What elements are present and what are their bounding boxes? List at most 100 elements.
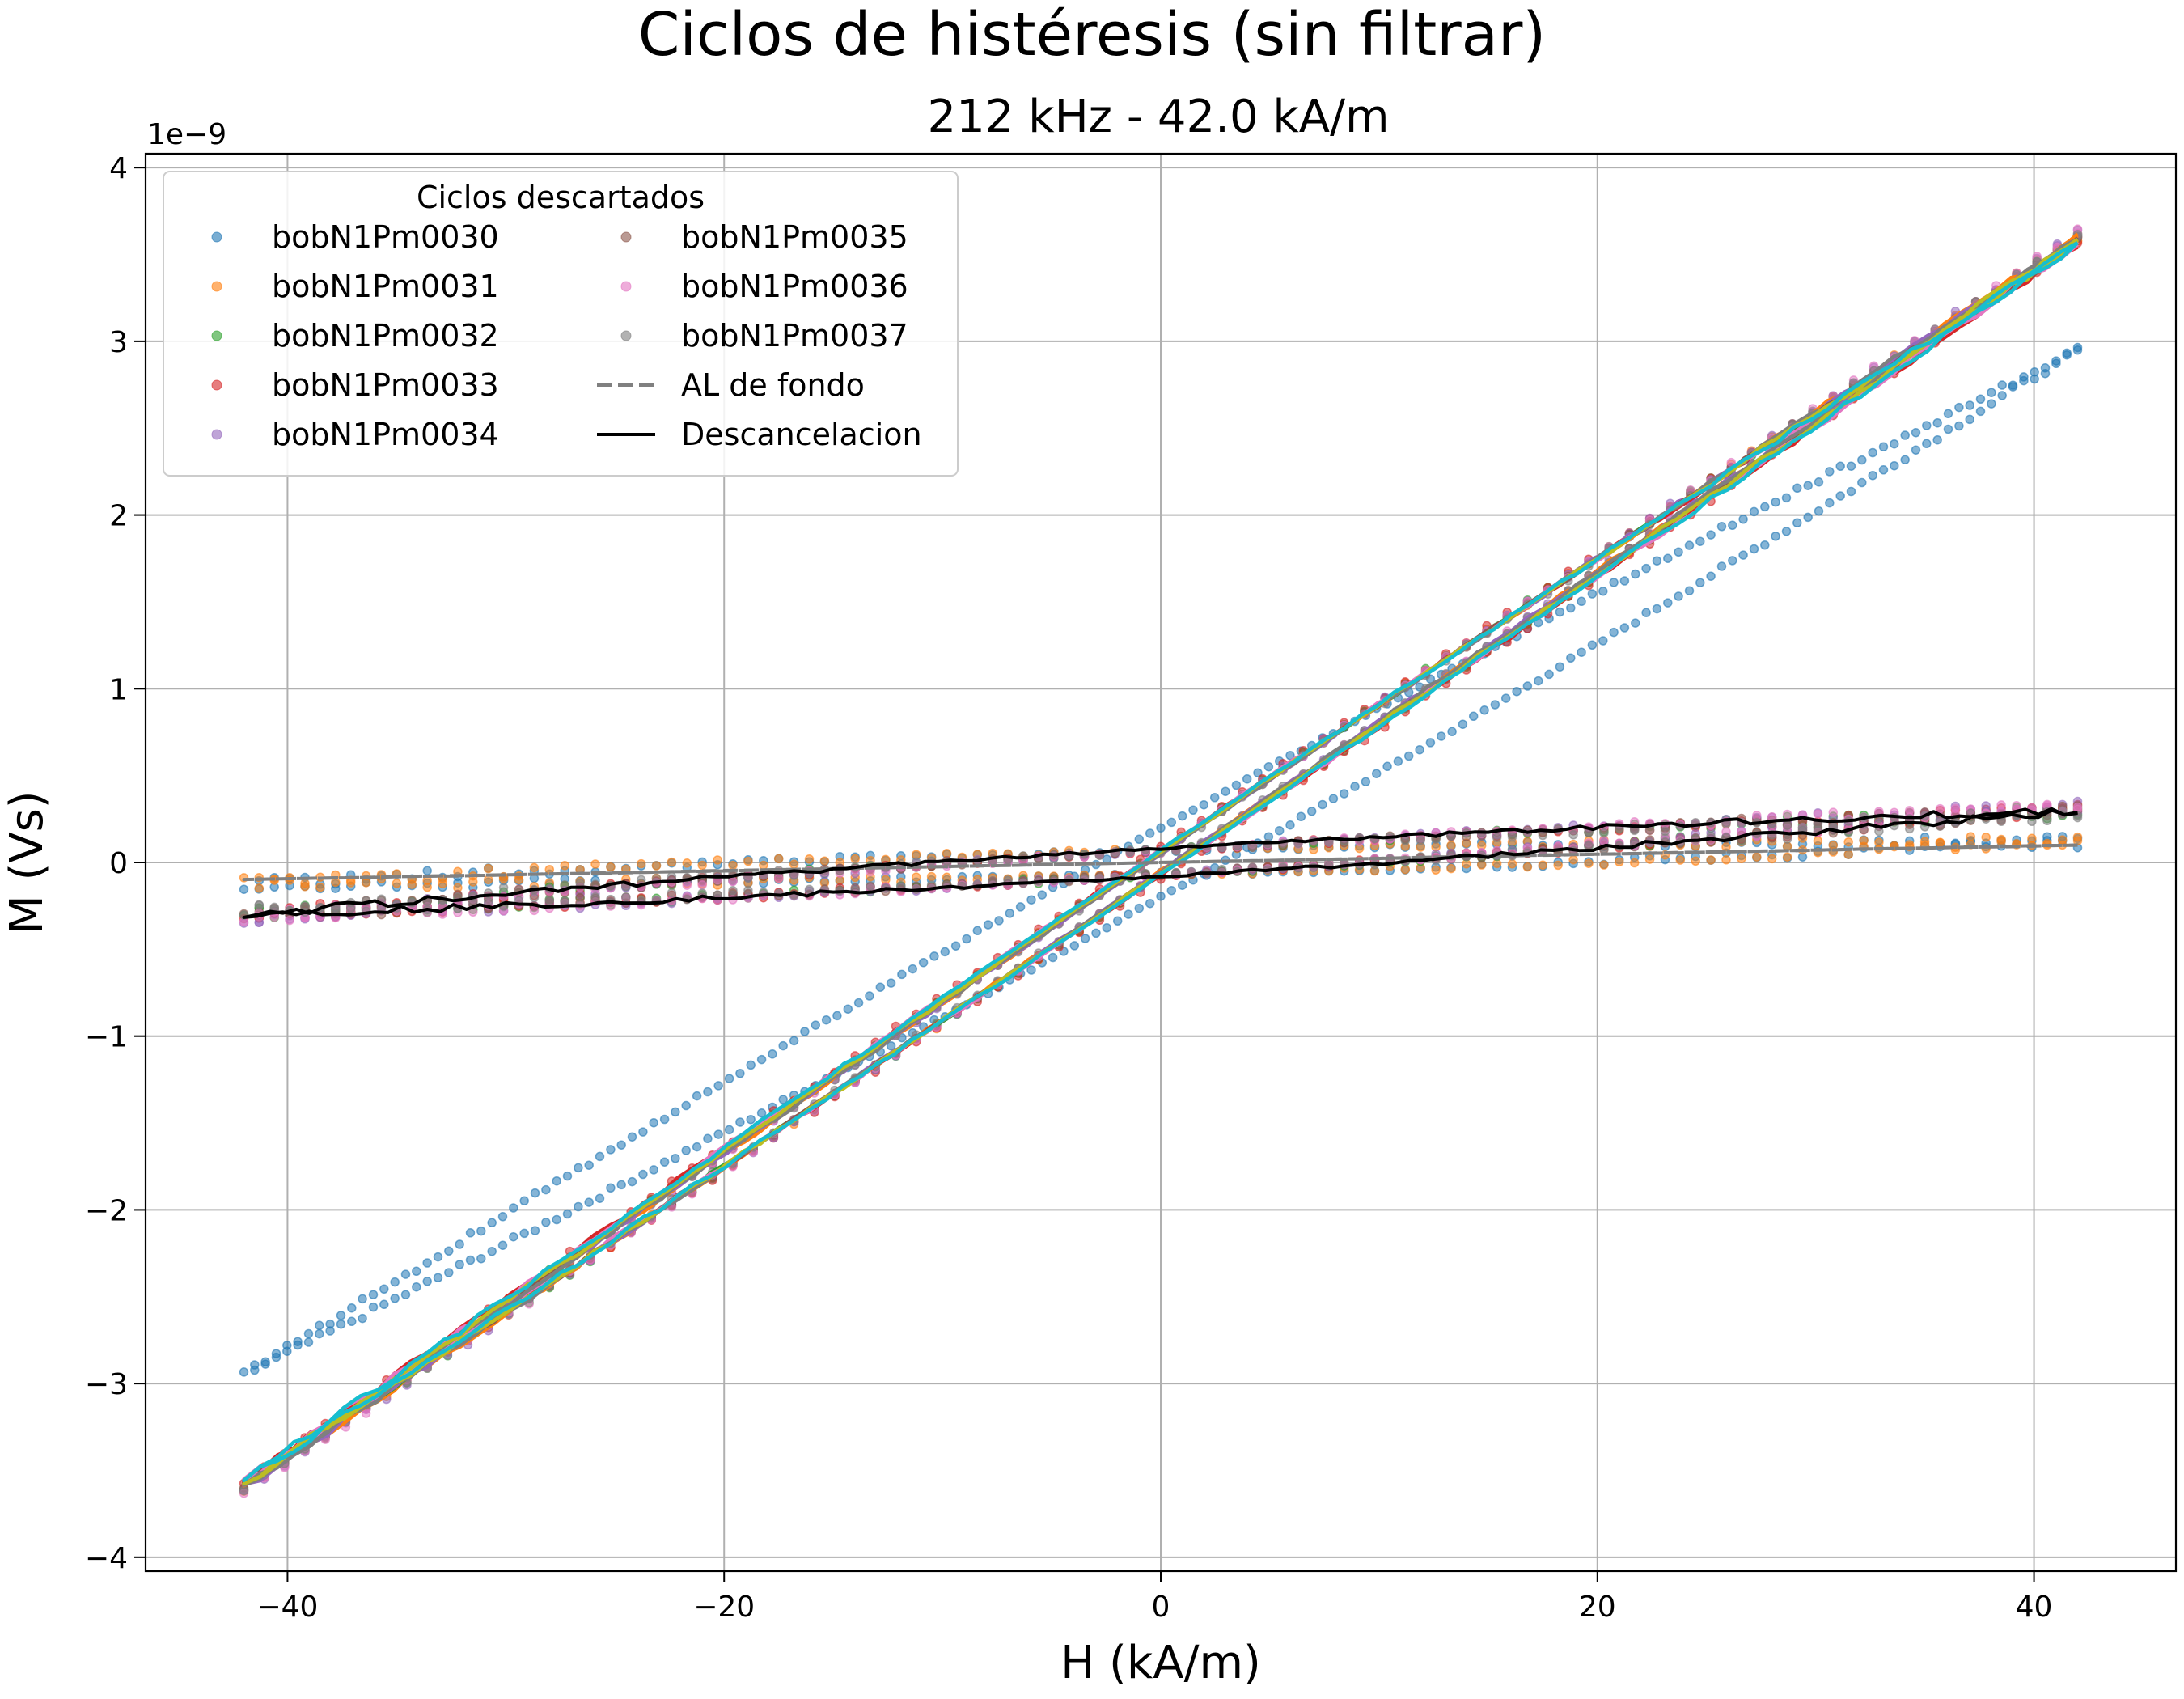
data-point (562, 1171, 573, 1181)
data-point (390, 1294, 400, 1303)
data-point (681, 1100, 691, 1111)
data-point (1425, 738, 1436, 748)
legend-label: bobN1Pm0032 (272, 318, 499, 354)
data-point (590, 892, 600, 902)
data-point (1803, 481, 1813, 490)
data-point (498, 883, 509, 892)
data-point (1843, 837, 1853, 847)
data-point (1145, 828, 1155, 838)
data-point (584, 1197, 594, 1207)
data-point (1716, 561, 1727, 571)
data-point (1037, 890, 1048, 900)
data-point (728, 876, 738, 887)
legend-marker (620, 231, 632, 243)
data-point (1447, 727, 1457, 737)
plot-area (239, 224, 2083, 1498)
data-point (692, 1142, 702, 1152)
data-point (1771, 532, 1780, 541)
data-point (682, 858, 692, 868)
legend-label: AL de fondo (681, 367, 865, 403)
legend-marker (211, 330, 222, 341)
data-point (778, 1040, 788, 1051)
data-point (1890, 460, 1899, 471)
data-point (303, 1337, 314, 1347)
data-point (530, 1188, 540, 1198)
data-point (422, 882, 432, 892)
data-point (1599, 860, 1609, 870)
data-point (768, 1049, 777, 1059)
data-point (368, 1290, 379, 1299)
data-point (529, 892, 540, 903)
legend: Ciclos descartados bobN1Pm0030 bobN1Pm003… (163, 171, 959, 477)
data-point (487, 1246, 497, 1256)
data-point (1814, 506, 1824, 516)
x-axis-label: H (kA/m) (1060, 1637, 1261, 1689)
y-tick-label: 2 (109, 500, 128, 533)
x-tick-label: −40 (256, 1591, 318, 1624)
data-point (552, 1176, 561, 1186)
data-point (1695, 536, 1705, 546)
data-point (1922, 421, 1932, 430)
data-point (1996, 834, 2006, 845)
data-point (1188, 805, 1198, 816)
data-point (1631, 569, 1640, 579)
data-point (1684, 586, 1695, 595)
y-offset-label: 1e−9 (147, 118, 226, 151)
data-point (1538, 830, 1548, 841)
data-point (1943, 409, 1953, 419)
data-point (390, 1277, 400, 1287)
data-point (1490, 700, 1500, 710)
data-point (1706, 855, 1716, 865)
data-point (1868, 470, 1877, 481)
data-point (728, 860, 738, 871)
data-point (773, 873, 784, 883)
data-point (1975, 406, 1986, 417)
data-point (1691, 856, 1700, 866)
data-point (1728, 520, 1737, 531)
data-point (584, 1160, 594, 1170)
data-point (1825, 498, 1835, 508)
data-point (713, 1129, 723, 1139)
data-point (1328, 794, 1339, 803)
data-point (433, 1252, 443, 1262)
data-point (800, 1027, 810, 1036)
data-point (509, 1231, 518, 1242)
data-point (1813, 809, 1823, 819)
data-point (1296, 811, 1306, 822)
data-point (1166, 817, 1177, 828)
data-point (1922, 439, 1932, 449)
data-point (1231, 780, 1242, 790)
data-point (1431, 865, 1441, 875)
data-point (659, 1157, 670, 1167)
data-point (1835, 491, 1845, 501)
data-point (724, 1074, 734, 1083)
data-point (1112, 916, 1123, 926)
data-point (821, 1015, 832, 1025)
data-point (1156, 823, 1166, 833)
legend-label: bobN1Pm0033 (272, 367, 499, 403)
data-point (735, 1117, 745, 1127)
data-point (697, 880, 707, 890)
data-point (940, 947, 950, 957)
data-point (392, 879, 402, 888)
x-tick-label: 20 (1579, 1591, 1616, 1624)
data-point (773, 854, 784, 864)
data-point (574, 1163, 583, 1173)
data-point (2019, 375, 2029, 386)
data-point (1553, 860, 1563, 871)
chart-subtitle: 212 kHz - 42.0 kA/m (927, 91, 1389, 143)
data-point (1568, 830, 1578, 840)
data-point (1091, 928, 1101, 938)
data-point (422, 1277, 432, 1286)
data-point (1619, 576, 1630, 586)
data-point (1749, 506, 1759, 517)
data-point (671, 1107, 680, 1117)
data-point (1716, 522, 1727, 532)
data-point (983, 920, 993, 930)
data-point (2040, 368, 2051, 379)
data-point (407, 879, 417, 889)
data-point (1069, 941, 1080, 951)
data-point (562, 1209, 573, 1219)
data-point (271, 1352, 281, 1362)
data-point (1599, 836, 1609, 845)
